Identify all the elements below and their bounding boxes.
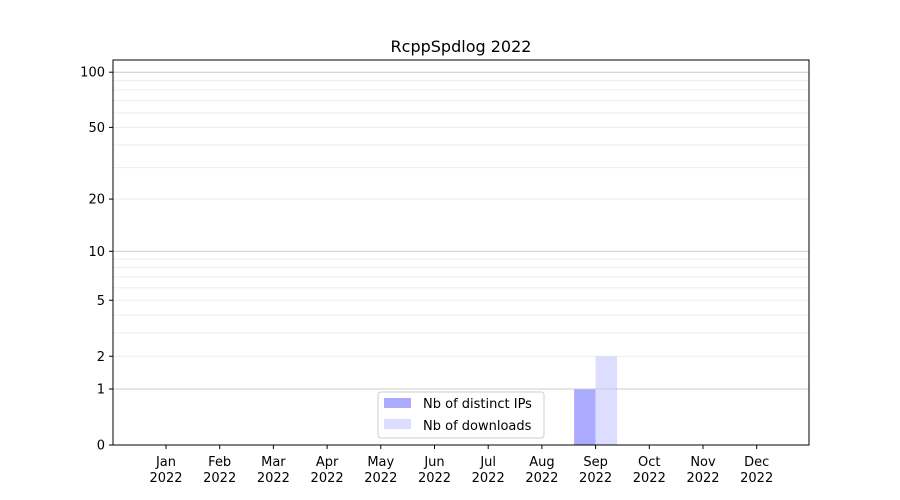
x-tick-label: Oct 2022 bbox=[633, 455, 666, 486]
x-tick-label: Dec 2022 bbox=[740, 455, 773, 486]
legend-label-ips: Nb of distinct IPs bbox=[423, 397, 532, 412]
x-tick-label: Jul 2022 bbox=[472, 455, 505, 486]
legend-swatch-downloads bbox=[384, 419, 411, 429]
y-tick-label: 20 bbox=[88, 193, 105, 208]
major-gridlines bbox=[113, 71, 809, 390]
legend-label-downloads: Nb of downloads bbox=[423, 419, 532, 434]
y-tick-label: 100 bbox=[80, 66, 105, 81]
bars bbox=[574, 356, 618, 445]
plot-frame bbox=[112, 59, 810, 446]
x-tick-label: Nov 2022 bbox=[686, 455, 719, 486]
y-tick-label: 5 bbox=[97, 294, 105, 309]
x-tick-label: Aug 2022 bbox=[525, 455, 558, 486]
x-tick-label: Jun 2022 bbox=[418, 455, 451, 486]
y-tick-label: 1 bbox=[97, 383, 105, 398]
gridlines bbox=[113, 80, 809, 357]
y-tick-label: 0 bbox=[97, 439, 105, 454]
x-tick-label: Apr 2022 bbox=[311, 455, 344, 486]
legend-swatch-ips bbox=[384, 398, 411, 408]
legend: Nb of distinct IPs Nb of downloads bbox=[377, 391, 545, 439]
x-tick-label: Sep 2022 bbox=[579, 455, 612, 486]
x-axis: Jan 2022 Feb 2022 Mar 2022 Apr 2022 May 2022 Jun 20… bbox=[149, 445, 773, 486]
y-tick-label: 50 bbox=[88, 121, 105, 136]
y-tick-label: 2 bbox=[97, 350, 105, 365]
chart-title: RcppSpdlog 2022 bbox=[391, 37, 532, 56]
y-axis: 0 1 2 5 10 20 50 100 bbox=[80, 66, 113, 454]
y-tick-label: 10 bbox=[88, 245, 105, 260]
x-tick-label: Jan 2022 bbox=[149, 455, 182, 486]
x-tick-label: Mar 2022 bbox=[257, 455, 290, 486]
x-tick-label: Feb 2022 bbox=[203, 455, 236, 486]
x-tick-label: May 2022 bbox=[364, 455, 397, 486]
bar-ips bbox=[574, 389, 596, 445]
bar-downloads bbox=[595, 356, 618, 445]
